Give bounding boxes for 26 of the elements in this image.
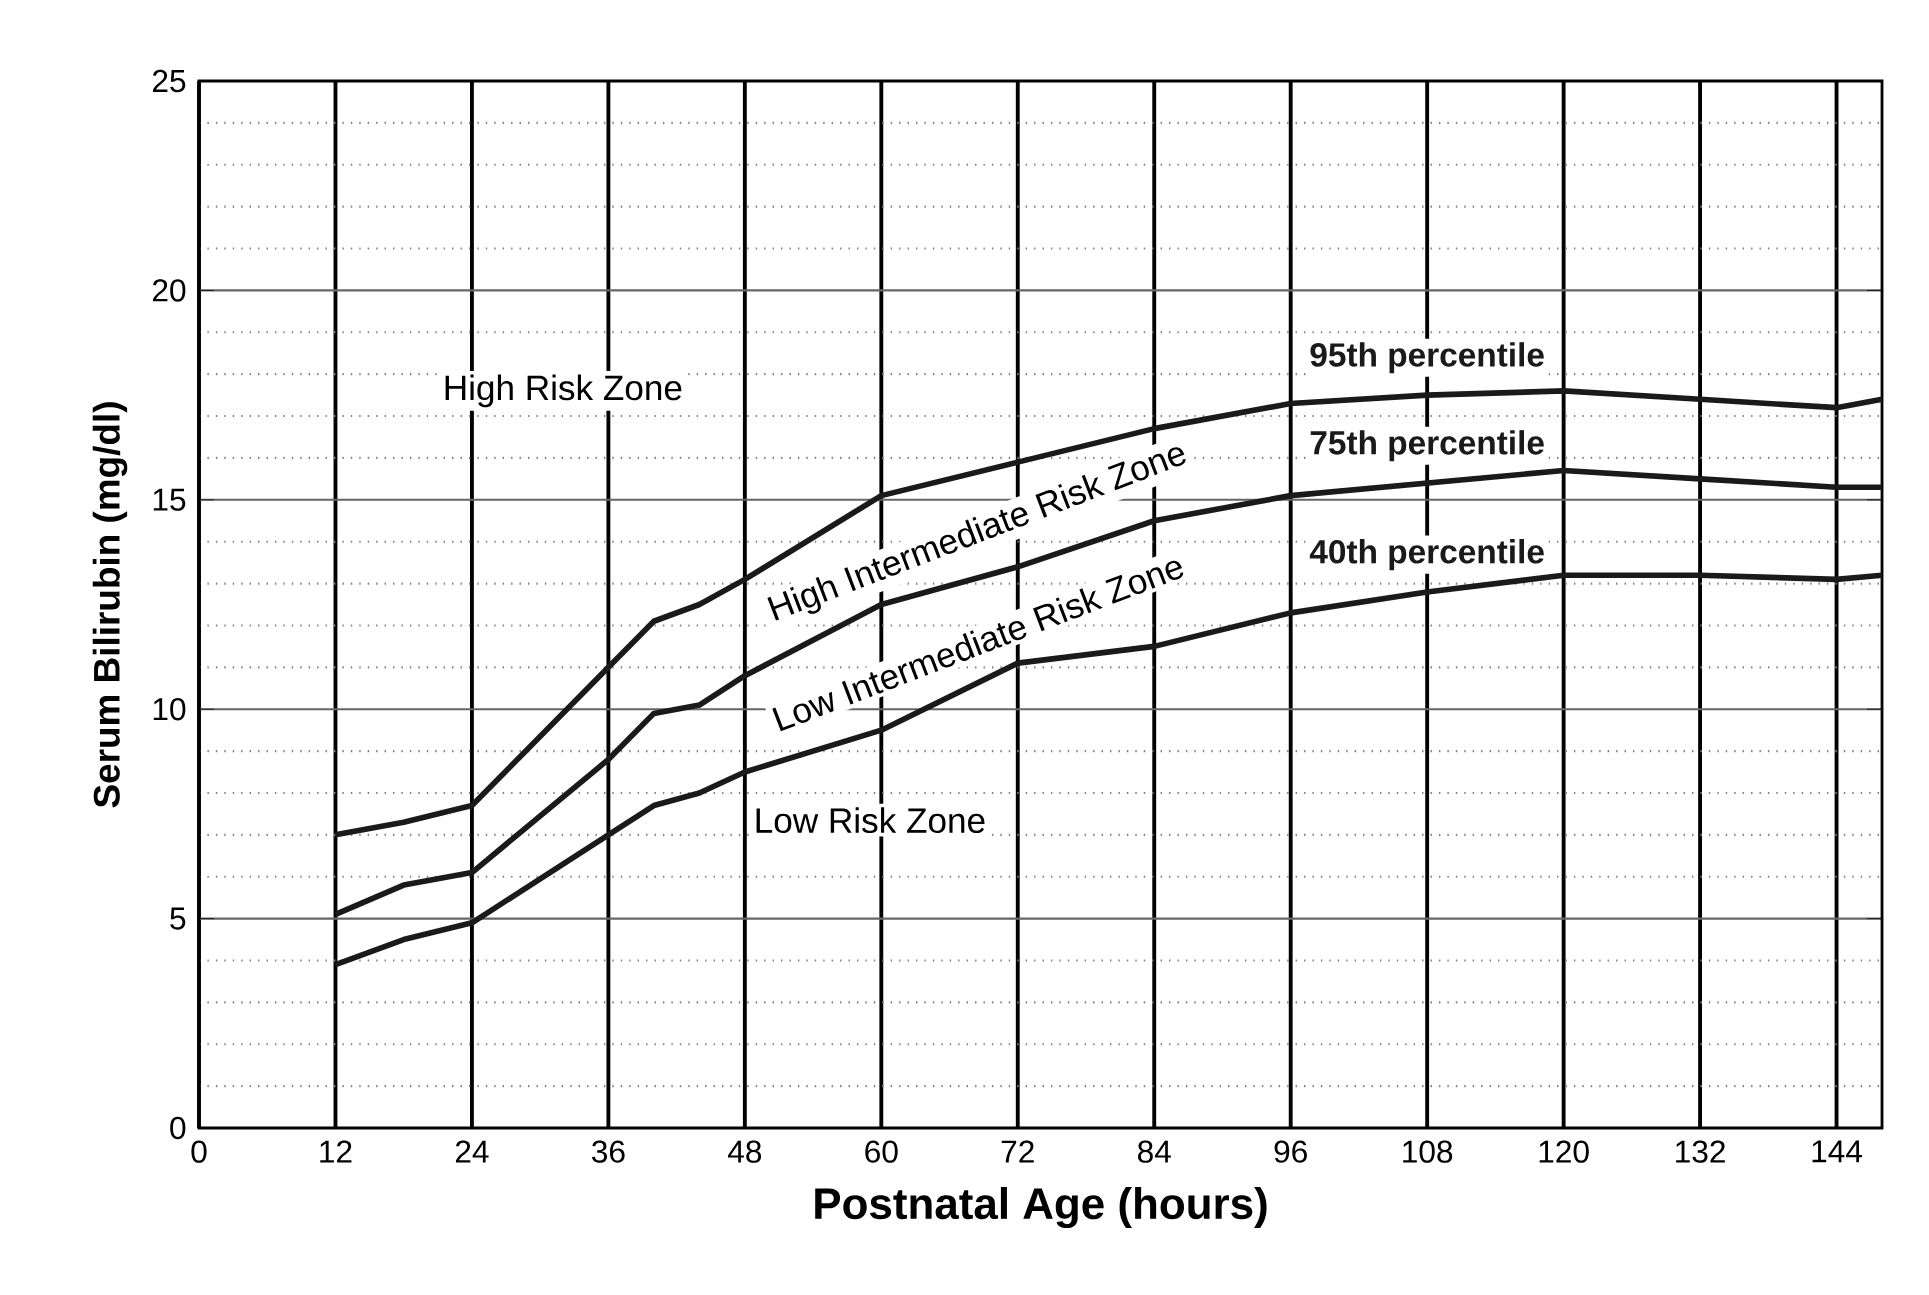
series-label: 40th percentile bbox=[1309, 539, 1544, 571]
x-tick-label: 60 bbox=[865, 1140, 898, 1163]
x-tick-label: 72 bbox=[1001, 1140, 1034, 1163]
x-tick-label: 132 bbox=[1676, 1140, 1725, 1163]
y-tick-label: 0 bbox=[170, 1116, 186, 1140]
x-tick-label: 0 bbox=[191, 1140, 207, 1163]
x-axis-title: Postnatal Age (hours) bbox=[815, 1186, 1267, 1229]
x-tick-label: 96 bbox=[1274, 1140, 1307, 1163]
annotation: High Risk Zone bbox=[445, 374, 682, 408]
y-tick-label: 15 bbox=[153, 488, 186, 511]
y-tick-label: 10 bbox=[153, 698, 186, 721]
x-tick-label: 48 bbox=[727, 1140, 762, 1163]
y-tick-label: 5 bbox=[170, 907, 186, 930]
y-tick-label: 25 bbox=[153, 69, 186, 93]
y-axis-title: Serum Bilirubin (mg/dl) bbox=[92, 402, 128, 808]
series-label: 95th percentile bbox=[1310, 342, 1544, 374]
x-tick-label: 36 bbox=[592, 1140, 625, 1163]
x-tick-label: 108 bbox=[1403, 1140, 1453, 1163]
annotation: Low Risk Zone bbox=[756, 807, 985, 834]
x-tick-label: 120 bbox=[1539, 1140, 1589, 1163]
y-tick-label: 20 bbox=[153, 279, 186, 302]
x-tick-label: 84 bbox=[1138, 1140, 1171, 1163]
x-tick-label: 24 bbox=[455, 1140, 489, 1163]
x-tick-label: 144 bbox=[1812, 1140, 1862, 1163]
series-label: 75th percentile bbox=[1310, 430, 1544, 462]
x-tick-label: 12 bbox=[320, 1140, 352, 1163]
